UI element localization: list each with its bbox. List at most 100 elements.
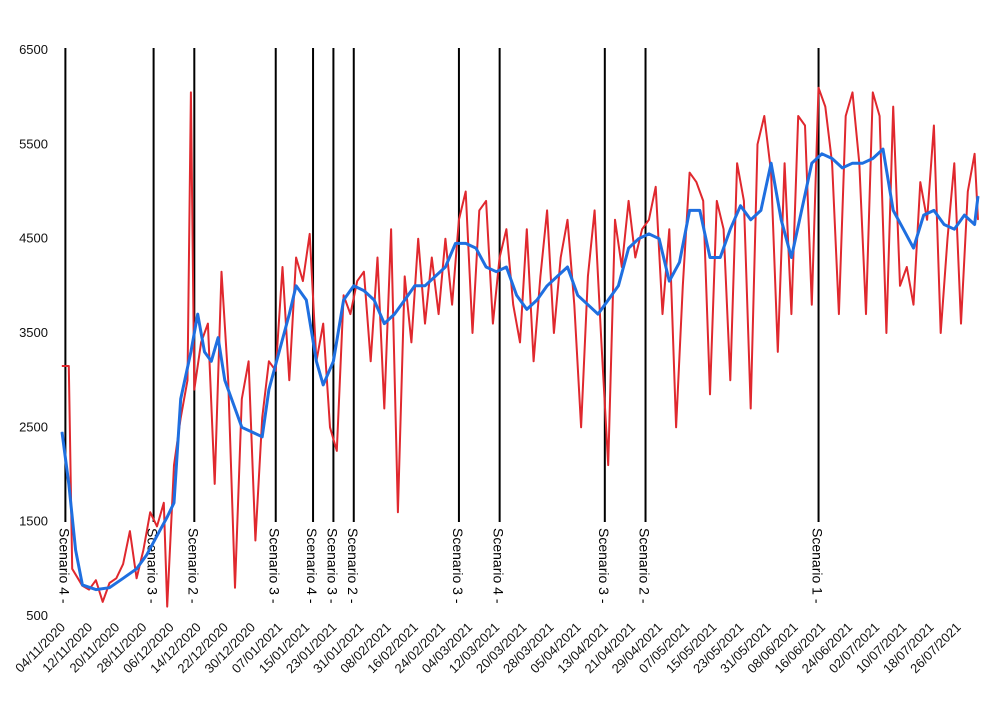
data-point	[363, 290, 365, 292]
data-point	[356, 280, 358, 282]
data-point	[495, 271, 497, 273]
data-point	[295, 285, 297, 287]
data-point	[974, 224, 976, 226]
data-point	[393, 313, 395, 315]
data-point	[122, 577, 124, 579]
data-point	[872, 157, 874, 159]
data-point	[913, 304, 915, 306]
data-point	[465, 191, 467, 192]
data-point	[88, 589, 90, 591]
data-point	[295, 257, 297, 259]
data-point	[424, 285, 426, 287]
data-point	[81, 584, 83, 586]
scenario-label: Scenario 4 -	[304, 528, 320, 604]
data-point	[254, 540, 256, 542]
data-point	[217, 337, 219, 339]
data-point	[546, 209, 548, 211]
data-point	[261, 436, 263, 438]
data-point	[75, 549, 77, 551]
data-point	[756, 143, 758, 145]
data-point	[475, 247, 477, 249]
data-point	[556, 275, 558, 277]
daily-cases-line	[62, 86, 979, 608]
data-point	[322, 384, 324, 386]
data-point	[607, 464, 609, 466]
data-point	[723, 228, 725, 230]
data-point	[373, 299, 375, 301]
data-point	[695, 181, 697, 183]
data-point	[156, 525, 158, 527]
data-point	[516, 294, 518, 296]
data-point	[597, 313, 599, 315]
data-point	[668, 280, 670, 282]
data-point	[424, 323, 426, 325]
data-point	[227, 379, 229, 381]
data-point	[872, 91, 874, 93]
scenario-label: Scenario 2 -	[637, 528, 653, 604]
y-tick-label: 500	[26, 608, 48, 623]
data-point	[668, 228, 670, 230]
data-point	[784, 162, 786, 164]
data-point	[658, 238, 660, 240]
data-point	[702, 200, 704, 202]
data-point	[390, 228, 392, 230]
data-point	[505, 266, 507, 268]
y-tick-label: 2500	[19, 419, 48, 434]
scenario-label: Scenario 3 -	[267, 528, 283, 604]
data-point	[95, 589, 97, 591]
data-point	[492, 323, 494, 325]
data-point	[546, 285, 548, 287]
y-tick-label: 4500	[19, 231, 48, 246]
data-point	[736, 162, 738, 164]
data-point	[526, 228, 528, 230]
data-point	[923, 214, 925, 216]
data-point	[716, 200, 718, 202]
data-point	[146, 554, 148, 556]
data-point	[224, 379, 226, 381]
data-point	[699, 209, 701, 211]
data-point	[68, 483, 70, 485]
data-point	[115, 577, 117, 579]
data-point	[499, 257, 501, 259]
data-point	[512, 304, 514, 306]
data-point	[349, 313, 351, 315]
data-point	[943, 224, 945, 226]
data-point	[638, 238, 640, 240]
data-point	[455, 242, 457, 244]
data-point	[960, 323, 962, 325]
data-point	[760, 209, 762, 211]
data-point	[763, 115, 765, 117]
data-point	[729, 228, 731, 230]
data-point	[851, 91, 853, 93]
y-tick-label: 6500	[19, 42, 48, 57]
data-point	[634, 257, 636, 259]
data-point	[261, 417, 263, 419]
data-point	[166, 516, 168, 518]
data-point	[587, 275, 589, 277]
data-point	[329, 426, 331, 428]
data-point	[719, 257, 721, 259]
data-point	[444, 238, 446, 240]
data-point	[831, 162, 833, 164]
data-point	[838, 313, 840, 315]
data-point	[577, 294, 579, 296]
data-point	[71, 568, 73, 570]
data-point	[729, 379, 731, 381]
data-point	[770, 162, 772, 164]
data-point	[268, 389, 270, 391]
data-point	[648, 219, 650, 221]
data-point	[336, 450, 338, 452]
data-point	[241, 426, 243, 428]
data-point	[404, 275, 406, 277]
data-point	[485, 266, 487, 268]
data-point	[142, 549, 144, 551]
data-point	[780, 219, 782, 221]
data-point	[485, 200, 487, 202]
data-point	[370, 360, 372, 362]
series-group	[60, 86, 980, 608]
scenario-label: Scenario 4 -	[491, 528, 507, 604]
data-point	[821, 153, 823, 155]
data-point	[824, 106, 826, 108]
data-point	[553, 332, 555, 334]
data-point	[804, 124, 806, 126]
